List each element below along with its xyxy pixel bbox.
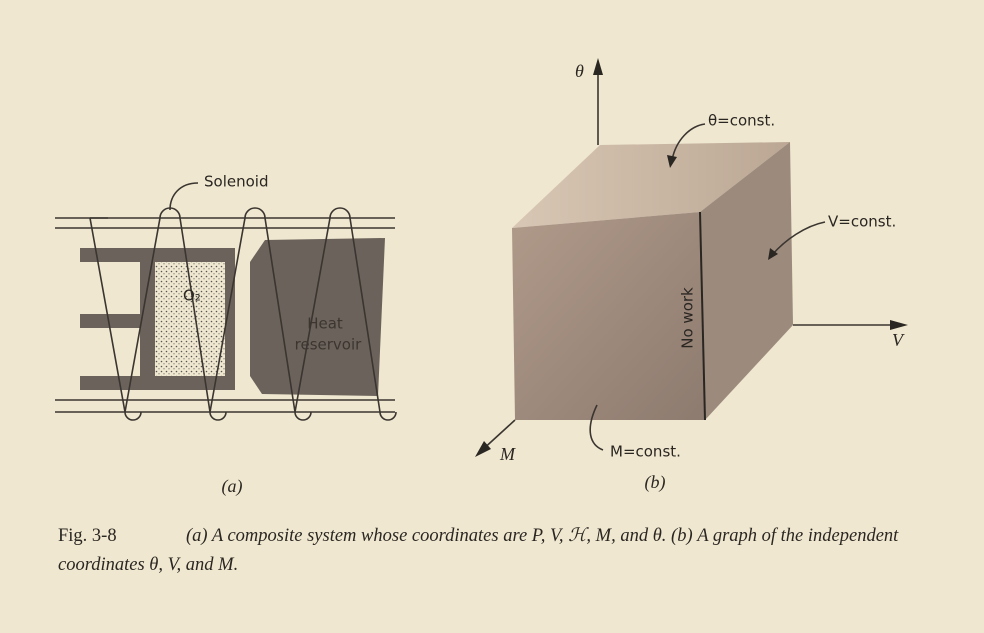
v-const-label: V=const. — [828, 213, 896, 231]
caption: Fig. 3-8 (a) A composite system whose coo… — [58, 522, 928, 580]
axes — [475, 58, 908, 457]
theta-const-label: θ=const. — [708, 112, 775, 130]
gas-label: O₂ — [183, 287, 201, 305]
caption-text: (a) A composite system whose coordinates… — [58, 526, 899, 575]
solenoid-label: Solenoid — [204, 173, 268, 191]
cube — [512, 142, 793, 421]
reservoir-label: Heat — [307, 315, 343, 333]
panel-label: (b) — [645, 472, 666, 493]
panel-label: (a) — [222, 476, 243, 497]
theta-axis-label: θ — [575, 61, 584, 81]
figure-number: Fig. 3-8 — [58, 526, 117, 546]
solenoid-apparatus — [55, 182, 397, 421]
v-axis-label: V — [892, 330, 905, 350]
m-const-label: M=const. — [610, 443, 681, 461]
reservoir-label: reservoir — [295, 336, 362, 354]
face-label: No work — [679, 287, 697, 349]
m-axis-label: M — [499, 444, 516, 464]
